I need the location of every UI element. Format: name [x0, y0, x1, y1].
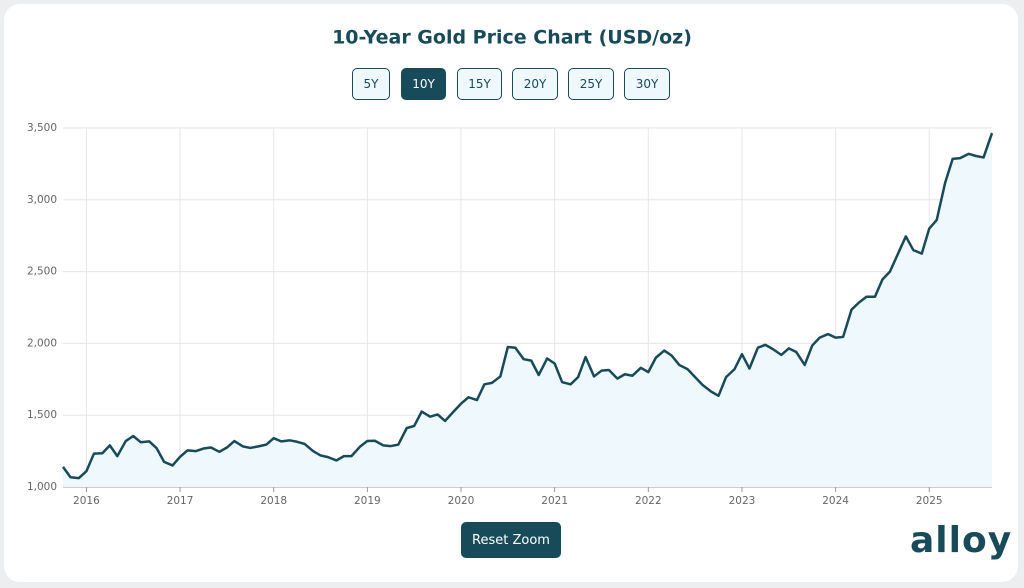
x-tick-label: 2022	[635, 495, 662, 507]
x-tick-label: 2024	[822, 495, 849, 507]
x-tick-label: 2023	[729, 495, 756, 507]
x-tick-label: 2018	[260, 495, 287, 507]
reset-zoom-button[interactable]: Reset Zoom	[461, 522, 561, 558]
y-tick-label: 1,000	[27, 481, 57, 493]
range-button[interactable]: 10Y	[401, 68, 446, 100]
range-button[interactable]: 25Y	[568, 68, 614, 100]
y-tick-label: 2,000	[27, 337, 57, 349]
y-tick-label: 3,000	[27, 194, 57, 206]
brand-logo: alloy	[910, 520, 1013, 561]
range-button[interactable]: 20Y	[512, 68, 558, 100]
x-tick-label: 2020	[448, 495, 475, 507]
line	[61, 132, 994, 480]
y-tick-label: 2,500	[27, 266, 57, 278]
card: 10-Year Gold Price Chart (USD/oz) 1,000 1…	[4, 4, 1018, 582]
y-tick-label: 1,500	[27, 409, 57, 421]
x-tick-label: 2025	[916, 495, 943, 507]
range-button[interactable]: 30Y	[624, 68, 670, 100]
chart-title: 10-Year Gold Price Chart (USD/oz)	[332, 27, 692, 49]
area	[63, 133, 992, 487]
y-tick-label: 3,500	[27, 122, 57, 134]
range-button[interactable]: 15Y	[457, 68, 502, 100]
x-tick-label: 2021	[541, 495, 568, 507]
range-button[interactable]: 5Y	[352, 68, 390, 100]
x-tick-label: 2016	[73, 495, 100, 507]
x-tick-label: 2017	[167, 495, 194, 507]
x-tick-label: 2019	[354, 495, 381, 507]
